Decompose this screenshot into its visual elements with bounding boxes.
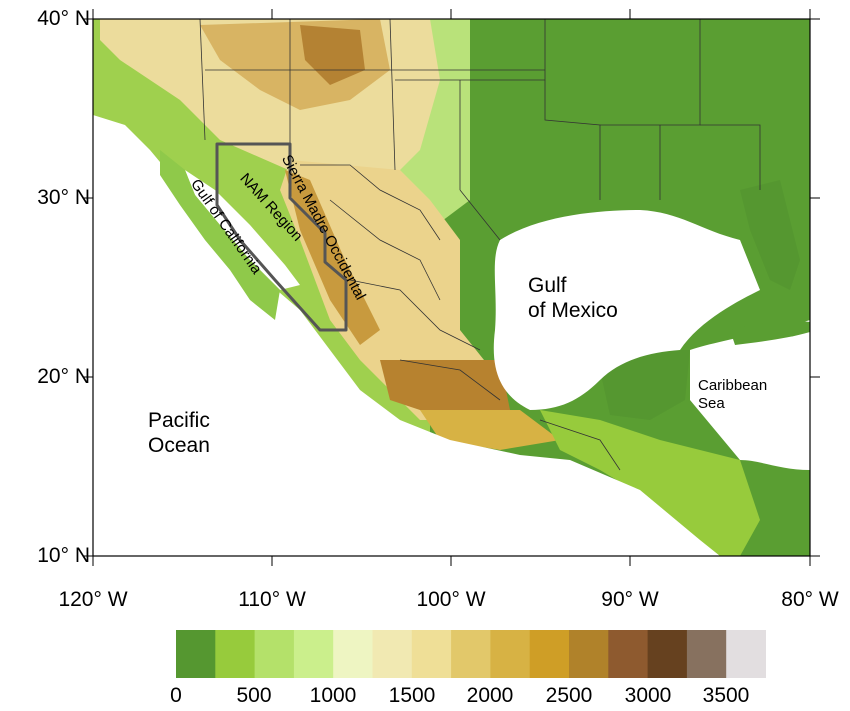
colorbar-swatch <box>686 630 727 678</box>
colorbar-label-2000: 2000 <box>466 684 514 707</box>
colorbar-swatch <box>333 630 373 678</box>
lon-label-100: 100° W <box>416 588 486 611</box>
colorbar-swatch <box>411 630 452 678</box>
lon-label-80: 80° W <box>781 588 839 611</box>
colorbar-swatch <box>529 630 570 678</box>
lat-label-20: 20° N <box>37 365 90 388</box>
gulf-of-mexico-water <box>493 210 760 410</box>
colorbar-label-3000: 3000 <box>624 684 672 707</box>
colorbar-label-0: 0 <box>170 684 182 707</box>
pacific-ocean-label: Pacific Ocean <box>148 409 210 458</box>
gulf-of-mexico-label: Gulf of Mexico <box>528 274 618 323</box>
colorbar <box>176 630 766 678</box>
colorbar-label-1000: 1000 <box>309 684 357 707</box>
colorbar-swatch <box>372 630 413 678</box>
colorbar-label-1500: 1500 <box>388 684 436 707</box>
ticks <box>83 9 820 566</box>
colorbar-swatch <box>608 630 649 678</box>
colorbar-swatch <box>254 630 295 678</box>
lat-label-40: 40° N <box>37 7 90 30</box>
colorbar-swatch <box>569 630 609 678</box>
lat-label-10: 10° N <box>37 544 90 567</box>
colorbar-label-500: 500 <box>236 684 272 707</box>
colorbar-swatch <box>726 630 766 678</box>
mexico-plateau <box>280 160 500 420</box>
florida <box>740 180 800 290</box>
lon-label-120: 120° W <box>58 588 128 611</box>
lon-label-90: 90° W <box>601 588 659 611</box>
baja-peninsula <box>160 150 280 320</box>
lat-label-30: 30° N <box>37 186 90 209</box>
nam-region-outline <box>215 142 348 332</box>
lon-label-110: 110° W <box>238 588 306 611</box>
trans-volcanic <box>380 360 510 420</box>
colorbar-label-3500: 3500 <box>702 684 750 707</box>
cuba <box>730 321 810 345</box>
colorbar-swatch <box>215 630 256 678</box>
caribbean-sea-label: Caribbean Sea <box>698 377 768 412</box>
caribbean-water <box>690 320 810 470</box>
gulf-of-california-water <box>185 170 300 290</box>
colorbar-swatch <box>490 630 531 678</box>
sierra-madre <box>285 170 380 345</box>
colorbar-swatch <box>293 630 334 678</box>
borders <box>199 19 761 471</box>
colorbar-swatch <box>647 630 688 678</box>
colorbar-swatch <box>451 630 491 678</box>
yucatan <box>600 350 690 420</box>
southern-highlands <box>420 410 560 450</box>
colorbar-label-2500: 2500 <box>545 684 593 707</box>
central-america <box>540 410 760 556</box>
pacific-ocean <box>93 115 720 556</box>
colorbar-swatch <box>176 630 216 678</box>
